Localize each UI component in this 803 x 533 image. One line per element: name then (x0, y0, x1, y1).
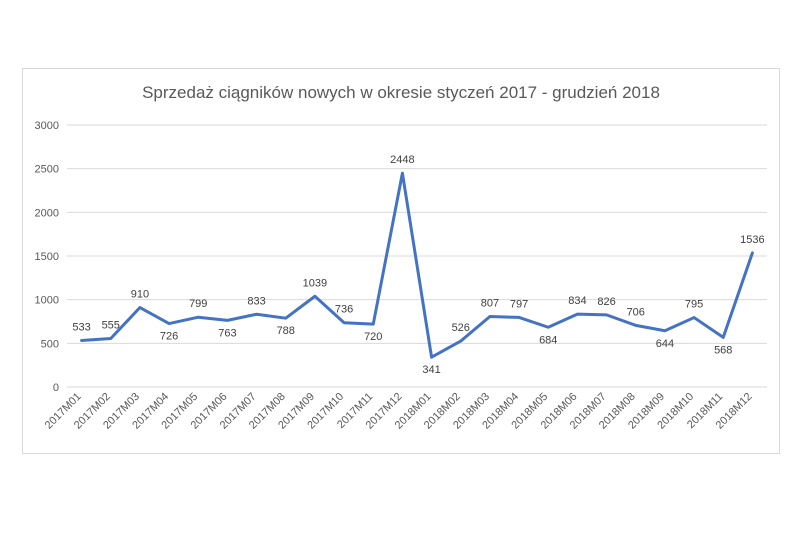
data-point (693, 317, 695, 319)
data-point (431, 356, 433, 358)
data-label: 1536 (740, 234, 764, 246)
data-label: 706 (627, 306, 645, 318)
data-point (372, 323, 374, 325)
data-point (664, 330, 666, 332)
y-tick-label: 500 (41, 338, 59, 350)
data-point (635, 324, 637, 326)
data-label: 1039 (303, 277, 327, 289)
data-point (460, 340, 462, 342)
data-label: 807 (481, 298, 499, 310)
data-point (343, 322, 345, 324)
x-axis: 2017M012017M022017M032017M042017M052017M… (43, 391, 755, 432)
data-label: 720 (364, 331, 382, 343)
y-axis: 0 500 1000 1500 2000 2500 3000 (35, 120, 59, 394)
chart-area: Sprzedaż ciągników nowych w okresie styc… (22, 68, 780, 454)
data-label: 799 (189, 298, 207, 310)
data-point (285, 317, 287, 319)
data-point (314, 295, 316, 297)
data-point (226, 319, 228, 321)
data-label: 568 (714, 344, 732, 356)
data-label: 526 (452, 322, 470, 334)
data-label: 341 (422, 364, 440, 376)
data-point (576, 313, 578, 315)
data-label: 826 (597, 296, 615, 308)
data-point (489, 316, 491, 318)
data-label: 763 (218, 327, 236, 339)
data-point (606, 314, 608, 316)
data-point (256, 313, 258, 315)
data-point (401, 172, 403, 174)
y-tick-label: 2500 (35, 164, 59, 176)
data-point (168, 323, 170, 325)
data-label: 795 (685, 299, 703, 311)
y-tick-label: 1000 (35, 295, 59, 307)
data-point (722, 336, 724, 338)
data-label: 644 (656, 338, 674, 350)
data-point (81, 339, 83, 341)
data-label: 2448 (390, 154, 414, 166)
data-label: 736 (335, 304, 353, 316)
series-line-layer (80, 171, 754, 359)
line-chart: 0 500 1000 1500 2000 2500 3000 2017M012017M022… (35, 120, 767, 432)
data-point (518, 316, 520, 318)
y-tick-label: 3000 (35, 120, 59, 132)
data-point (751, 252, 753, 254)
series-line (80, 171, 754, 359)
data-point (547, 326, 549, 328)
data-label: 797 (510, 298, 528, 310)
chart-title: Sprzedaż ciągników nowych w okresie styc… (142, 83, 660, 102)
data-label: 833 (247, 295, 265, 307)
data-point (110, 338, 112, 340)
data-label: 834 (568, 295, 586, 307)
data-point (139, 307, 141, 309)
data-label: 726 (160, 331, 178, 343)
y-tick-label: 2000 (35, 207, 59, 219)
y-tick-label: 0 (53, 382, 59, 394)
data-label: 555 (102, 320, 120, 332)
data-label: 788 (277, 325, 295, 337)
data-labels: 533 555 910 726 799 763 833 788 1039 736 720 2448 34… (72, 154, 764, 376)
y-tick-label: 1500 (35, 251, 59, 263)
data-label: 910 (131, 289, 149, 301)
data-point (197, 316, 199, 318)
data-label: 684 (539, 334, 557, 346)
data-label: 533 (72, 321, 90, 333)
